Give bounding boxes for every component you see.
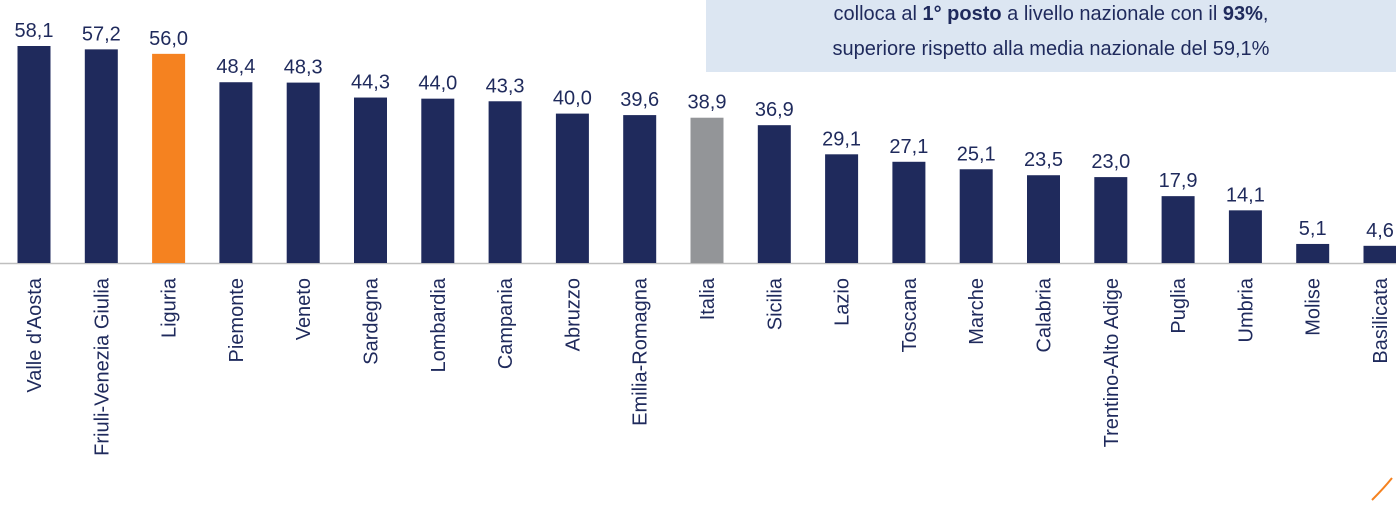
value-label: 48,4 [216, 56, 255, 78]
bar [84, 49, 118, 263]
bar [354, 97, 387, 263]
value-label: 17,9 [1159, 170, 1198, 192]
x-tick-label: Abruzzo [562, 278, 584, 351]
bar [757, 125, 791, 263]
x-tick-label: Lombardia [428, 277, 450, 372]
x-tick-label: Friuli-Venezia Giulia [91, 277, 113, 456]
x-tick-label: Sardegna [361, 277, 383, 365]
decoration [1371, 477, 1393, 501]
value-label: 44,3 [351, 72, 390, 94]
x-tick-label: Liguria [159, 277, 181, 338]
value-label: 25,1 [957, 143, 996, 165]
bar [892, 161, 926, 263]
value-label: 5,1 [1299, 218, 1327, 240]
value-label: 57,2 [82, 23, 121, 45]
x-tick-label: Campania [495, 277, 517, 369]
x-tick-label: Emilia-Romagna [630, 277, 652, 426]
bar [1296, 243, 1330, 263]
annotation-text: 93% [1223, 3, 1263, 25]
bar [825, 154, 859, 263]
bar [488, 101, 522, 264]
x-tick-label: Basilicata [1370, 277, 1392, 363]
bar [286, 82, 320, 263]
bar [1161, 196, 1195, 263]
x-tick-label: Lazio [832, 278, 854, 326]
x-tick-label: Molise [1303, 278, 1325, 336]
value-label: 56,0 [149, 28, 188, 50]
value-label: 36,9 [755, 99, 794, 121]
x-tick-label: Toscana [899, 277, 921, 352]
bar [959, 169, 993, 263]
value-label: 23,0 [1091, 151, 1130, 173]
value-label: 40,0 [553, 88, 592, 110]
value-label: 43,3 [486, 75, 525, 97]
bar [1027, 175, 1060, 263]
x-tick-label: Trentino-Alto Adige [1101, 278, 1123, 447]
x-tick-label: Umbria [1235, 277, 1257, 342]
bar [152, 53, 186, 264]
value-label: 39,6 [620, 89, 659, 111]
value-label: 27,1 [889, 136, 928, 158]
annotation-text: a livello nazionale con il [1002, 3, 1223, 25]
x-tick-label: Calabria [1034, 277, 1056, 352]
x-tick-label: Valle d'Aosta [24, 277, 46, 393]
annotation-text: colloca al [834, 3, 923, 25]
annotation-text: superiore rispetto alla media nazionale … [833, 38, 1270, 60]
annotation-text: 1° posto [922, 3, 1001, 25]
x-tick-label: Italia [697, 277, 719, 320]
bar [623, 115, 657, 264]
x-tick-label: Veneto [293, 278, 315, 340]
value-label: 38,9 [688, 92, 727, 114]
value-label: 48,3 [284, 57, 323, 79]
annotation-box [706, 0, 1396, 72]
annotation-line: superiore rispetto alla media nazionale … [833, 38, 1270, 60]
bar [421, 98, 455, 263]
x-tick-label: Puglia [1168, 277, 1190, 333]
bar [1363, 245, 1396, 263]
bar [690, 117, 724, 263]
value-label: 23,5 [1024, 149, 1063, 171]
x-tick-label: Sicilia [764, 277, 786, 330]
x-tick-label: Piemonte [226, 278, 248, 363]
value-label: 58,1 [15, 20, 54, 42]
annotation-text: , [1263, 3, 1269, 25]
value-label: 29,1 [822, 128, 861, 150]
bar [219, 82, 253, 263]
annotation-line: colloca al 1° posto a livello nazionale … [834, 3, 1269, 25]
bar [17, 46, 51, 263]
bar [1094, 177, 1128, 263]
bar [1228, 210, 1262, 263]
value-label: 4,6 [1366, 220, 1394, 242]
value-label: 44,0 [418, 73, 457, 95]
bar [555, 113, 589, 263]
x-tick-label: Marche [966, 278, 988, 345]
value-label: 14,1 [1226, 184, 1265, 206]
